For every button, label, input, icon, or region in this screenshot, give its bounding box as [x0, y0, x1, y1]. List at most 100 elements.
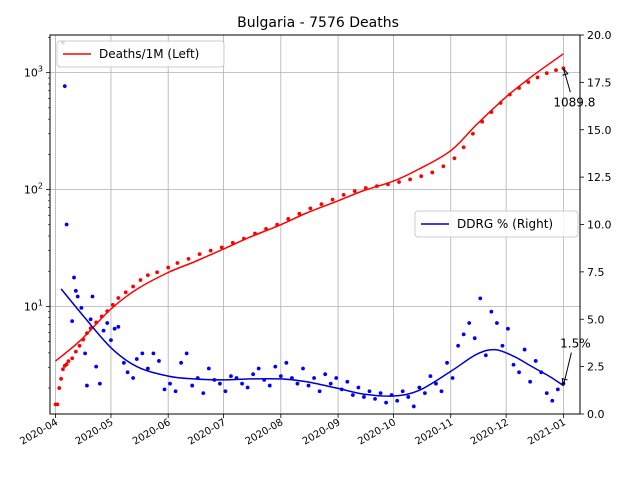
y-right-tick-label: 7.5 — [587, 266, 605, 279]
data-point — [374, 184, 379, 188]
y-right-tick-label: 17.5 — [587, 76, 612, 89]
y-right-tick-label: 20.0 — [587, 29, 612, 42]
data-point — [273, 364, 278, 369]
data-point — [441, 164, 446, 169]
data-point — [57, 386, 62, 390]
y-left-tick-label: 102 — [24, 182, 43, 197]
data-point — [350, 393, 355, 397]
annotation-arrow-deaths-head — [562, 67, 569, 76]
x-tick-label: 2020-12 — [469, 417, 511, 447]
data-point — [275, 222, 280, 227]
y-left-tick-label: 101 — [24, 298, 43, 313]
data-point — [411, 404, 416, 409]
data-point — [489, 309, 494, 314]
data-point — [140, 351, 145, 356]
data-point — [201, 391, 206, 396]
data-point — [62, 84, 67, 89]
data-point — [256, 366, 261, 371]
data-point — [450, 376, 455, 380]
data-point — [290, 376, 294, 380]
data-point — [253, 231, 257, 236]
data-point — [70, 319, 75, 324]
data-point — [90, 294, 95, 299]
data-point — [319, 202, 324, 207]
data-point — [175, 261, 180, 265]
data-point — [72, 275, 76, 280]
data-point — [500, 343, 505, 348]
data-point — [306, 383, 311, 388]
data-point — [109, 338, 113, 342]
data-point — [85, 383, 89, 388]
data-point — [295, 381, 300, 386]
data-point — [323, 372, 328, 377]
data-point — [55, 402, 60, 407]
legend-box — [414, 210, 579, 238]
data-point — [145, 273, 150, 278]
data-point — [498, 101, 503, 105]
data-point — [223, 389, 228, 394]
y-right-tick-label: 12.5 — [587, 171, 612, 184]
data-point — [195, 376, 200, 380]
data-point — [66, 359, 71, 364]
annotation-arrow-ddrg — [562, 352, 572, 386]
data-point — [134, 357, 139, 361]
data-point — [88, 317, 93, 322]
data-point — [297, 211, 302, 216]
data-point — [389, 393, 394, 397]
data-point — [97, 381, 102, 386]
data-point — [406, 395, 411, 399]
data-point — [408, 177, 413, 182]
data-point — [145, 366, 150, 371]
data-point — [445, 360, 449, 365]
data-point — [155, 270, 160, 275]
data-point — [419, 174, 424, 179]
data-point — [328, 381, 333, 386]
data-point — [85, 331, 89, 336]
data-point — [378, 391, 383, 396]
data-point — [208, 248, 213, 253]
data-point — [472, 336, 477, 341]
data-point — [461, 145, 466, 150]
x-tick-label: 2020-04 — [18, 417, 60, 447]
data-point — [75, 294, 80, 299]
x-tick-label: 2021-01 — [526, 417, 568, 447]
data-point — [166, 265, 171, 270]
data-point — [506, 326, 510, 331]
data-point — [112, 326, 117, 331]
data-point — [206, 366, 211, 371]
plot-data — [53, 40, 566, 409]
data-point — [64, 222, 69, 227]
data-point — [544, 391, 549, 396]
x-tick-label: 2020-09 — [301, 417, 343, 447]
data-point — [308, 206, 313, 211]
y-right-tick-label: 0.0 — [587, 408, 605, 421]
data-point — [467, 321, 472, 325]
data-point — [105, 321, 110, 325]
data-point — [330, 197, 335, 202]
data-point — [478, 296, 483, 301]
data-point — [131, 284, 136, 289]
data-point — [511, 362, 516, 367]
data-point — [217, 381, 222, 386]
data-point — [81, 337, 86, 342]
data-point — [151, 351, 156, 356]
legend-box — [56, 40, 225, 68]
data-point — [278, 374, 283, 378]
data-point — [535, 75, 540, 80]
data-point — [356, 385, 361, 390]
data-point — [452, 156, 457, 161]
data-point — [138, 278, 143, 282]
data-point — [186, 256, 191, 261]
x-tick-label: 2020-06 — [131, 417, 173, 447]
data-point — [264, 227, 268, 231]
data-point — [234, 376, 239, 380]
data-point — [480, 119, 485, 124]
series-ddrg-right- — [60, 288, 564, 397]
data-point — [116, 296, 121, 300]
x-tick-label: 2020-07 — [186, 417, 228, 447]
data-point — [341, 192, 346, 197]
legends: Deaths/1M (Left) DDRG % (Right) — [56, 40, 579, 238]
y-right-tick-label: 15.0 — [587, 124, 612, 137]
data-point — [251, 372, 256, 377]
